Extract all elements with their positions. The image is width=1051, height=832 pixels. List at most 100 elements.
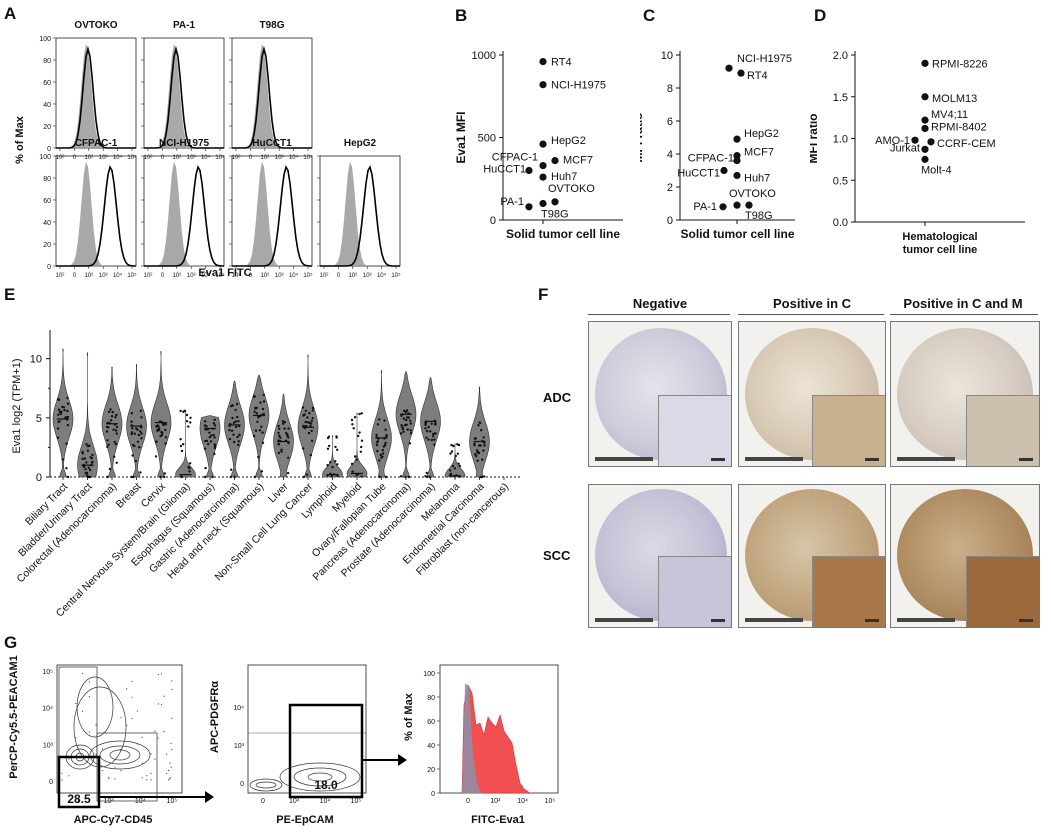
hist-xtick-label: 10⁵ [215, 154, 225, 161]
violin-dot [283, 421, 286, 424]
violin-dot [353, 416, 357, 419]
g2-xtick: 10⁴ [320, 798, 331, 805]
x-axis-label: Solid tumor cell line [506, 227, 620, 241]
g2-ytick: 10³ [234, 743, 245, 750]
violin-dot [326, 447, 330, 450]
point-label: RT4 [747, 70, 768, 82]
g1-event [82, 710, 84, 712]
hist-xtick-label: 0 [337, 273, 341, 279]
y-tick-label: 10 [30, 354, 42, 366]
y-axis-label: Eva1 MFI [455, 111, 468, 163]
violin-dot [252, 395, 256, 398]
g1-event [75, 762, 77, 765]
violin-dot [203, 447, 207, 450]
violin-dot [311, 416, 314, 420]
violin-dot [105, 430, 109, 433]
violin-dot [480, 475, 484, 479]
violin-dot [475, 449, 479, 452]
y-tick-label: 1000 [472, 50, 496, 62]
violin-dot [301, 447, 305, 450]
y-axis-label: MFI ratio [640, 113, 645, 163]
violin-dot [91, 453, 94, 457]
violin-dot [236, 435, 239, 439]
point-label: MV4;11 [931, 109, 968, 121]
point-label: NCI-H1975 [737, 53, 792, 65]
g1-event [150, 772, 152, 774]
hist-eva1-curve [320, 165, 400, 267]
hist-xtick-label: 10⁵ [127, 272, 137, 279]
violin-dot [262, 412, 265, 416]
g1-event [166, 772, 168, 775]
violin-dot [306, 421, 309, 424]
violin-dot [188, 470, 191, 473]
violin-dot [132, 475, 135, 479]
hist-title-t98g: T98G [259, 20, 284, 31]
data-point-molm13 [921, 93, 929, 101]
violin-dot [450, 443, 453, 447]
g3-ytick: 60 [427, 719, 435, 726]
violin-dot [228, 437, 232, 441]
violin-dot [109, 408, 112, 411]
violin-dot [233, 440, 236, 444]
violin-dot [483, 441, 486, 444]
g1-ytick: 10⁵ [42, 669, 53, 676]
point-label: MCF7 [744, 147, 774, 159]
violin-dot [358, 412, 361, 416]
g1-event [61, 772, 63, 774]
hist-eva1-curve [144, 165, 224, 267]
data-point-hucct1 [525, 166, 533, 175]
violin-dot [107, 410, 111, 414]
g1-event [95, 724, 97, 726]
violin-dot [482, 436, 485, 439]
violin-dot [304, 420, 307, 424]
violin-dot [83, 457, 87, 460]
violin-3 [101, 366, 123, 478]
violin-dot [279, 436, 282, 439]
panel-b-scatter: 0 500 1000 Eva1 MFI Solid tumor cell line RT4… [455, 50, 623, 241]
violin-dot [133, 432, 136, 435]
g1-event [157, 737, 159, 739]
violin-dot [86, 449, 90, 452]
g2-contour [307, 772, 333, 782]
violin-17 [444, 443, 466, 478]
hist-xtick-label: 10² [84, 155, 93, 161]
violin-dot [230, 468, 233, 471]
violin-dot [87, 466, 91, 469]
ihc-col-negative: Negative [632, 296, 688, 311]
y-tick-label: 0.5 [833, 175, 848, 187]
violin-dot [156, 429, 159, 432]
violin-dot [136, 440, 140, 443]
hist-isotype-fill [56, 43, 136, 148]
violin-dot [213, 446, 217, 450]
violin-dot [309, 453, 312, 457]
g1-event [131, 680, 133, 683]
violin-dot [86, 444, 90, 448]
violin-dot [308, 412, 311, 415]
hist-ytick-label: 100 [39, 36, 51, 43]
violin-dot [287, 436, 290, 439]
violin-dot [432, 435, 435, 438]
panel-label-f: F [538, 285, 549, 304]
violin-dot [399, 432, 403, 435]
violin-dot [230, 429, 234, 432]
violin-dot [429, 430, 432, 433]
violin-dot [424, 427, 427, 430]
violin-dot [140, 416, 143, 419]
g1-event [171, 717, 173, 719]
hist-xtick-label: 10⁵ [303, 154, 313, 161]
hist-xtick-label: 10³ [275, 155, 284, 161]
violin-dot [106, 475, 109, 479]
data-point-rpmi-8402 [921, 124, 929, 133]
hist-title-pa-1: PA-1 [173, 20, 195, 31]
violin-dot [261, 441, 265, 444]
point-label: HepG2 [551, 135, 586, 147]
violin-dot [401, 427, 405, 431]
violin-dot [236, 415, 239, 419]
violin-5 [150, 351, 172, 478]
violin-dot [155, 425, 158, 428]
g1-contour [76, 676, 114, 738]
x-axis-label: Solid tumor cell line [680, 227, 794, 241]
violin-dot [360, 475, 363, 478]
violin-dot [277, 451, 281, 455]
violin-dot [404, 418, 408, 422]
